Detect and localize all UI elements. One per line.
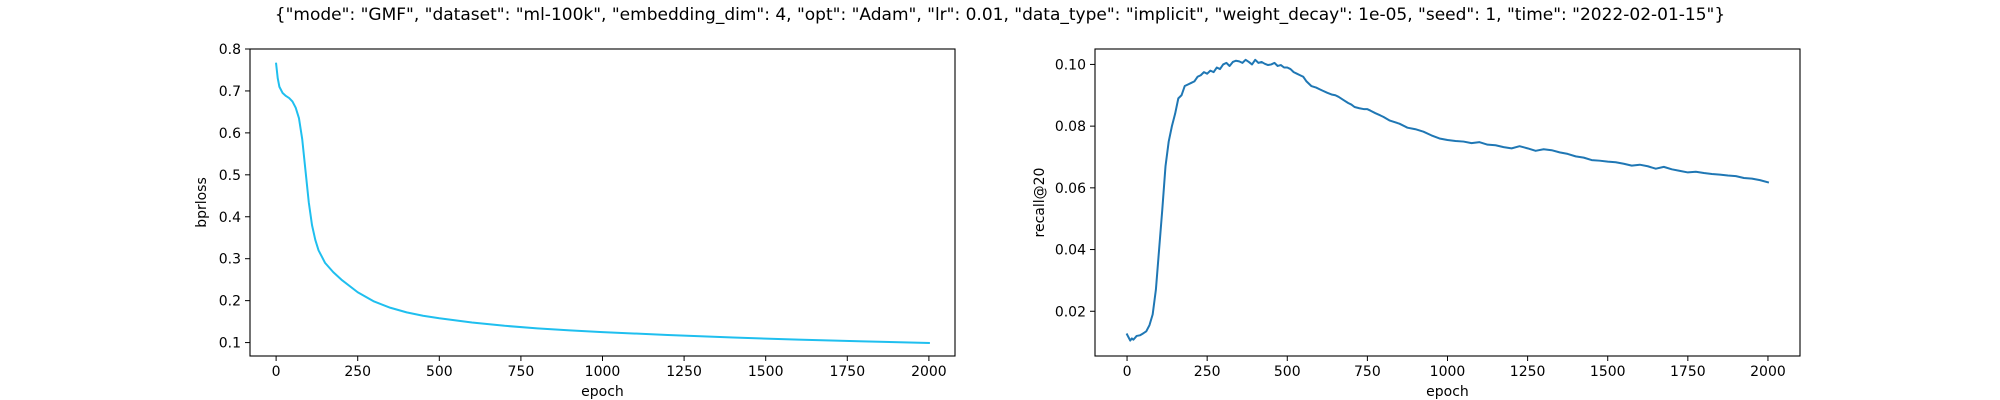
recall-curve-series-0 xyxy=(1125,58,1770,342)
bprloss-ytick-label: 0.8 xyxy=(219,42,241,58)
recall-xtick-label: 250 xyxy=(1194,364,1221,380)
recall-ytick-label: 0.10 xyxy=(1055,57,1086,73)
figure-suptitle: {"mode": "GMF", "dataset": "ml-100k", "e… xyxy=(275,5,1725,25)
recall-ylabel: recall@20 xyxy=(1032,168,1048,238)
bprloss-xtick-label: 500 xyxy=(426,364,453,380)
bprloss-ytick-label: 0.5 xyxy=(219,168,241,184)
bprloss-xtick-label: 2000 xyxy=(911,364,947,380)
chart-recall: 0 250 500 750 1000 1250 1500 1750 2000 0.02 0.04 0.… xyxy=(1032,48,1801,400)
bprloss-ytick-label: 0.6 xyxy=(219,126,241,142)
recall-xtick-label: 1000 xyxy=(1430,364,1466,380)
recall-ytick-label: 0.08 xyxy=(1055,119,1086,135)
bprloss-xtick-label: 1500 xyxy=(748,364,784,380)
recall-xtick-label: 500 xyxy=(1274,364,1301,380)
bprloss-ylabel: bprloss xyxy=(194,177,210,228)
bprloss-xtick-label: 1000 xyxy=(585,364,621,380)
bprloss-ytick-label: 0.7 xyxy=(219,84,241,100)
recall-xtick-label: 0 xyxy=(1123,364,1132,380)
bprloss-xtick-label: 750 xyxy=(508,364,535,380)
bprloss-xtick-label: 1250 xyxy=(666,364,702,380)
recall-ytick-label: 0.04 xyxy=(1055,243,1086,259)
bprloss-xtick-label: 0 xyxy=(272,364,281,380)
bprloss-xtick-label: 250 xyxy=(344,364,371,380)
loss-curve-series-0 xyxy=(275,62,930,345)
recall-xtick-label: 1500 xyxy=(1590,364,1626,380)
recall-ytick-label: 0.02 xyxy=(1055,304,1086,320)
chart-bprloss: 0 250 500 750 1000 1250 1500 1750 2000 0.1 0.2 0.3 0… xyxy=(194,42,956,400)
bprloss-xtick-label: 1750 xyxy=(829,364,865,380)
bprloss-ytick-label: 0.3 xyxy=(219,252,241,268)
recall-xlabel: epoch xyxy=(1426,384,1469,400)
recall-xtick-label: 1750 xyxy=(1670,364,1706,380)
recall-xtick-label: 1250 xyxy=(1510,364,1546,380)
bprloss-ytick-label: 0.4 xyxy=(219,210,241,226)
recall-ytick-label: 0.06 xyxy=(1055,181,1086,197)
bprloss-xlabel: epoch xyxy=(581,384,624,400)
recall-xtick-label: 2000 xyxy=(1750,364,1786,380)
bprloss-ytick-label: 0.1 xyxy=(219,336,241,352)
recall-xtick-label: 750 xyxy=(1354,364,1381,380)
bprloss-ytick-label: 0.2 xyxy=(219,294,241,310)
